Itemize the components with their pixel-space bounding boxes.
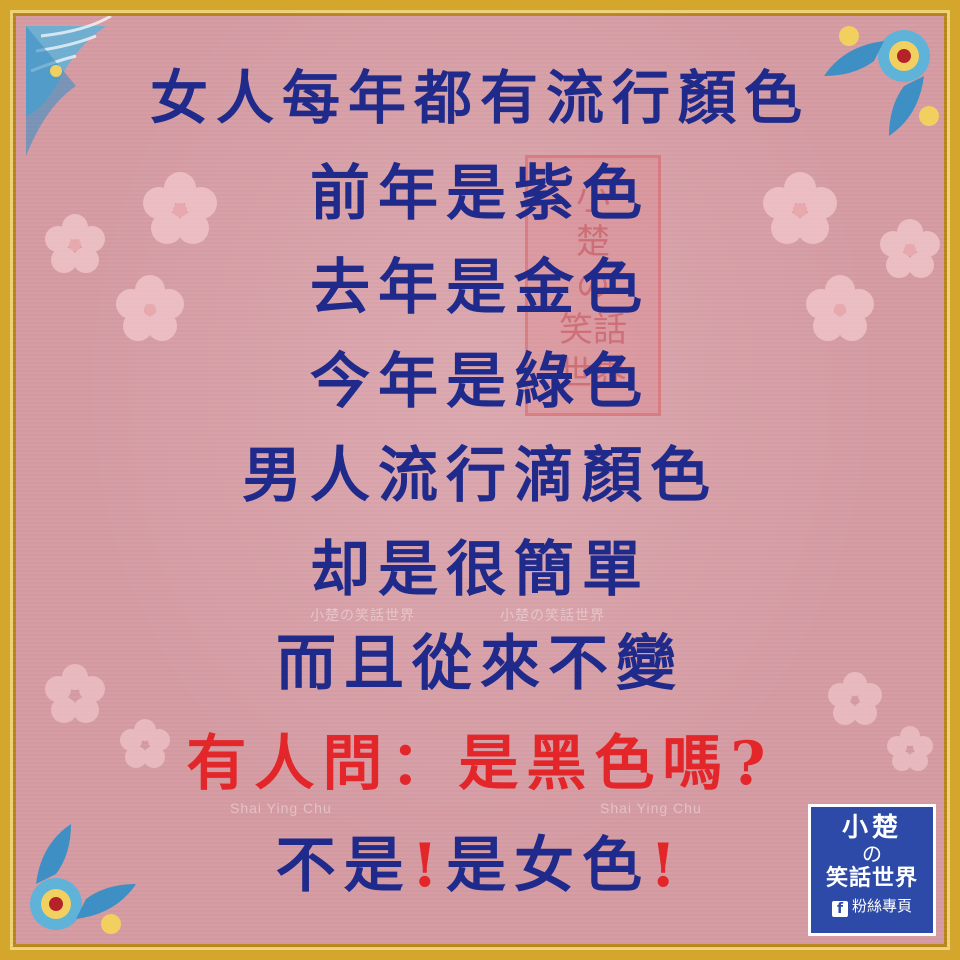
badge-name: 笑話世界 (825, 866, 918, 891)
poem-line-9: 不是!是女色! (10, 830, 950, 902)
question-mark: ? (730, 729, 774, 799)
answer-text-b: 是女色 (446, 831, 650, 901)
badge-page-label: 粉絲專頁 (851, 897, 912, 915)
poem-line-2: 前年是紫色 (310, 159, 650, 229)
poem: 女人每年都有流行顏色 前年是紫色 去年是金色 今年是綠色 男人流行滴顏色 却是很… (10, 10, 950, 950)
answer-text-a: 不是 (275, 831, 412, 901)
poem-line-7: 而且從來不變 (276, 629, 684, 699)
poem-line-5: 男人流行滴顏色 (242, 441, 718, 511)
poem-line-8: 有人問：是黑色嗎? (10, 728, 950, 800)
poem-line-6: 却是很簡單 (310, 535, 650, 605)
exclamation-mark: ! (411, 831, 446, 901)
badge-page: f 粉絲專頁 (811, 895, 933, 917)
badge-middle: の (862, 842, 882, 866)
brand-badge: 小楚 の 笑話世界 f 粉絲專頁 (808, 804, 936, 936)
question-text: 有人問：是黑色嗎 (186, 729, 731, 799)
poem-line-4: 今年是綠色 (310, 347, 650, 417)
facebook-icon: f (831, 901, 848, 917)
poem-line-1: 女人每年都有流行顏色 (149, 64, 810, 132)
exclamation-mark: ! (650, 831, 685, 901)
badge-title: 小楚 (841, 813, 902, 843)
poem-line-3: 去年是金色 (310, 253, 650, 323)
